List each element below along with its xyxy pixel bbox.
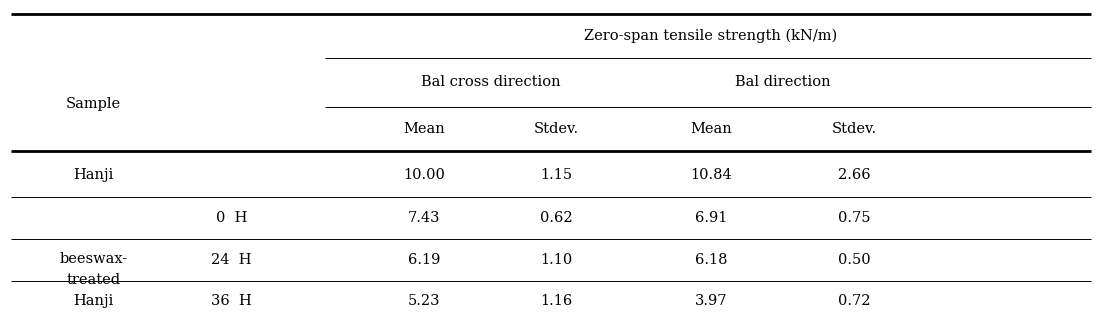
- Text: Hanji: Hanji: [74, 168, 114, 182]
- Text: 1.15: 1.15: [540, 168, 573, 182]
- Text: Bal cross direction: Bal cross direction: [421, 75, 560, 89]
- Text: 0.72: 0.72: [838, 294, 871, 308]
- Text: 36  H: 36 H: [212, 294, 251, 308]
- Text: 0  H: 0 H: [216, 211, 247, 225]
- Text: 5.23: 5.23: [408, 294, 441, 308]
- Text: Stdev.: Stdev.: [832, 122, 876, 136]
- Text: 0.75: 0.75: [838, 211, 871, 225]
- Text: Bal direction: Bal direction: [735, 75, 830, 89]
- Text: 24  H: 24 H: [212, 253, 251, 267]
- Text: 3.97: 3.97: [694, 294, 727, 308]
- Text: Sample: Sample: [66, 97, 121, 111]
- Text: 10.84: 10.84: [690, 168, 732, 182]
- Text: 2.66: 2.66: [838, 168, 871, 182]
- Text: Zero-span tensile strength (kN/m): Zero-span tensile strength (kN/m): [584, 29, 838, 43]
- Text: 6.91: 6.91: [694, 211, 727, 225]
- Text: Mean: Mean: [690, 122, 732, 136]
- Text: Stdev.: Stdev.: [534, 122, 579, 136]
- Text: 7.43: 7.43: [408, 211, 441, 225]
- Text: 1.10: 1.10: [540, 253, 573, 267]
- Text: Mean: Mean: [403, 122, 445, 136]
- Text: 0.50: 0.50: [838, 253, 871, 267]
- Text: 1.16: 1.16: [540, 294, 573, 308]
- Text: 0.62: 0.62: [540, 211, 573, 225]
- Text: 6.18: 6.18: [694, 253, 727, 267]
- Text: 6.19: 6.19: [408, 253, 441, 267]
- Text: 10.00: 10.00: [403, 168, 445, 182]
- Text: beeswax-
treated
Hanji: beeswax- treated Hanji: [60, 253, 128, 308]
